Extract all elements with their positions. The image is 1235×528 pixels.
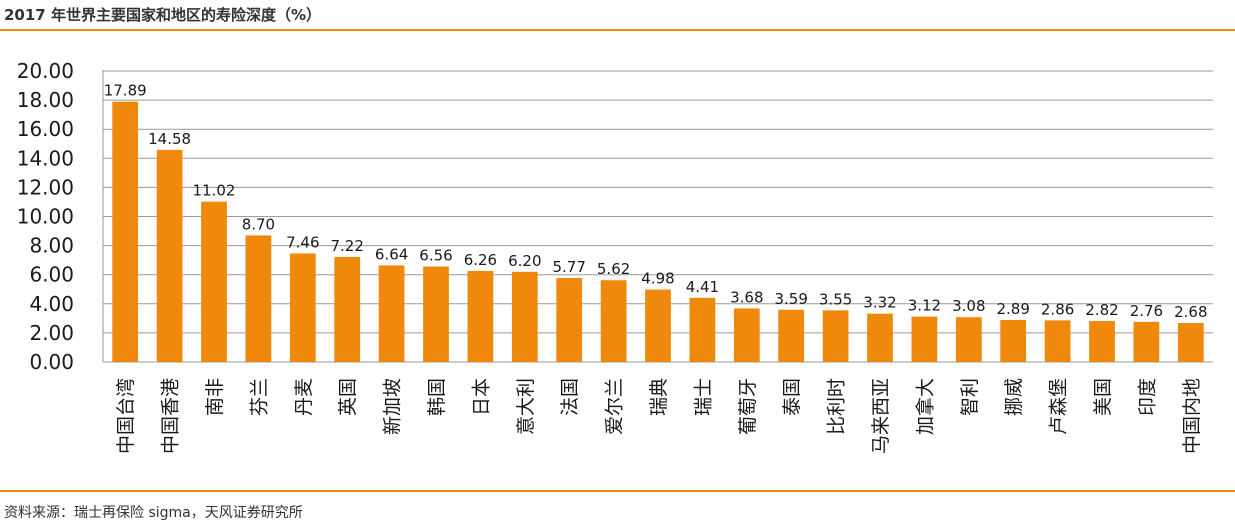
y-tick-label: 10.00	[17, 205, 74, 229]
y-tick-label: 20.00	[17, 59, 74, 83]
bar-chart: 17.89 14.58 11.02 8.70 7.46 7.22 6.64 6.56 6.26 6…	[17, 59, 1213, 454]
y-tick-label: 18.00	[17, 88, 74, 112]
bar	[822, 310, 849, 362]
y-tick-label: 12.00	[17, 175, 74, 199]
x-tick-label: 芬兰	[248, 378, 270, 416]
x-tick-label: 中国香港	[160, 378, 182, 454]
x-tick-label: 中国台湾	[115, 378, 137, 454]
bar	[511, 271, 538, 362]
x-tick-label: 印度	[1136, 378, 1158, 416]
bar	[733, 308, 760, 362]
data-label: 5.77	[552, 258, 585, 276]
bar	[467, 270, 494, 362]
bar	[600, 280, 627, 362]
data-label: 11.02	[193, 182, 236, 200]
bar	[289, 253, 316, 362]
bar	[778, 309, 805, 362]
y-tick-label: 4.00	[29, 292, 74, 316]
x-tick-label: 意大利	[515, 378, 537, 435]
data-label: 5.62	[597, 260, 630, 278]
bar	[689, 297, 716, 362]
data-label: 8.70	[242, 215, 275, 233]
x-tick-label: 葡萄牙	[737, 378, 759, 435]
x-tick-label: 泰国	[781, 378, 803, 416]
data-label: 3.08	[952, 297, 985, 315]
y-tick-label: 2.00	[29, 321, 74, 345]
data-label: 6.56	[419, 247, 452, 265]
x-tick-label: 丹麦	[293, 378, 315, 416]
x-tick-label: 瑞士	[692, 378, 714, 416]
x-tick-label: 南非	[204, 378, 226, 416]
bar	[911, 316, 938, 362]
data-label: 2.89	[996, 300, 1029, 318]
data-label: 3.32	[863, 294, 896, 312]
data-labels: 17.89 14.58 11.02 8.70 7.46 7.22 6.64 6.56 6.26 6…	[104, 82, 1208, 321]
data-label: 2.86	[1041, 300, 1074, 318]
bar	[1044, 320, 1071, 362]
title-divider	[0, 29, 1235, 31]
x-tick-label: 新加坡	[382, 378, 404, 435]
x-tick-label: 法国	[559, 378, 581, 416]
data-label: 2.68	[1174, 303, 1207, 321]
bar	[1089, 320, 1115, 362]
data-label: 2.82	[1085, 301, 1118, 319]
x-tick-label: 卢森堡	[1048, 378, 1070, 435]
data-label: 14.58	[148, 130, 191, 148]
x-tick-label: 韩国	[426, 378, 448, 416]
page-title: 2017 年世界主要国家和地区的寿险深度（%）	[4, 6, 322, 24]
data-label: 6.64	[375, 245, 408, 263]
data-label: 6.26	[464, 251, 497, 269]
bar	[423, 266, 449, 362]
bar	[1133, 321, 1160, 362]
y-tick-label: 14.00	[17, 146, 74, 170]
data-label: 4.41	[686, 278, 719, 296]
x-tick-labels: 中国台湾 中国香港 南非 芬兰 丹麦 英国 新加坡 韩国 日本 意大利 法国 爱尔兰 瑞典 瑞士 葡萄牙 泰国…	[115, 378, 1203, 454]
x-tick-label: 日本	[470, 378, 492, 416]
x-tick-label: 加拿大	[913, 378, 936, 435]
x-tick-label: 美国	[1092, 378, 1114, 416]
bar	[556, 278, 583, 362]
x-tick-label: 中国内地	[1181, 378, 1203, 454]
data-label: 6.20	[508, 252, 541, 270]
x-tick-label: 挪威	[1003, 378, 1025, 416]
bar	[334, 256, 361, 362]
footer-divider	[0, 490, 1235, 492]
bar	[955, 317, 982, 362]
y-tick-label: 8.00	[29, 234, 74, 258]
data-label: 4.98	[641, 270, 674, 288]
bar	[645, 289, 671, 362]
y-tick-label: 16.00	[17, 117, 74, 141]
data-label: 3.12	[908, 297, 941, 315]
bar	[1000, 319, 1027, 362]
bar	[245, 235, 272, 362]
data-label: 7.46	[286, 233, 319, 251]
bar	[156, 149, 183, 362]
bar	[1177, 323, 1204, 362]
bar	[378, 265, 405, 362]
data-label: 17.89	[104, 82, 147, 100]
source-note: 资料来源：瑞士再保险 sigma，天风证券研究所	[4, 505, 303, 521]
bars	[112, 101, 1204, 362]
y-tick-label: 0.00	[29, 350, 74, 374]
bar	[201, 201, 227, 362]
data-label: 7.22	[330, 237, 363, 255]
x-tick-label: 比利时	[826, 378, 848, 435]
x-tick-label: 瑞典	[648, 378, 670, 416]
gridlines	[103, 70, 1213, 334]
data-label: 3.59	[774, 290, 807, 308]
x-tick-label: 马来西亚	[870, 378, 892, 454]
bar	[112, 101, 139, 362]
data-label: 2.76	[1130, 302, 1163, 320]
y-tick-label: 6.00	[29, 263, 74, 287]
y-tick-labels: 0.00 2.00 4.00 6.00 8.00 10.00 12.00 14.00 16.00…	[17, 59, 74, 374]
x-tick-label: 智利	[959, 378, 981, 416]
data-label: 3.68	[730, 288, 763, 306]
x-tick-label: 爱尔兰	[604, 378, 626, 435]
bar	[867, 313, 893, 362]
data-label: 3.55	[819, 290, 852, 308]
x-tick-label: 英国	[337, 378, 359, 416]
